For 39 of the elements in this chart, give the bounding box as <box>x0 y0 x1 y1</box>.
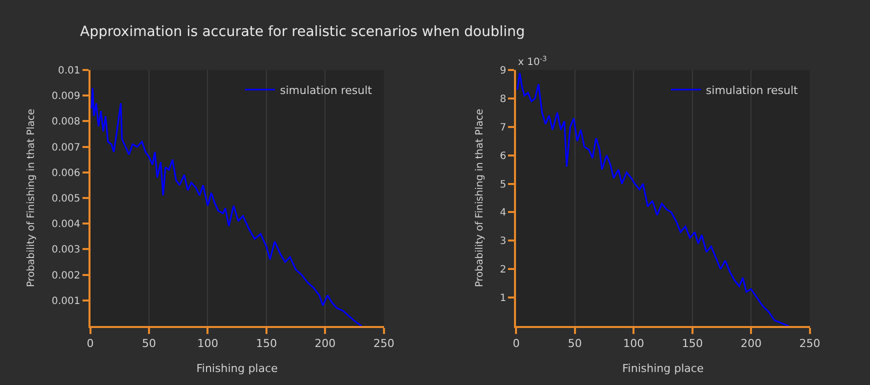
y-tick-label: 5 <box>500 179 506 190</box>
x-axis-title: Finishing place <box>196 362 278 375</box>
y-tick-label: 0.008 <box>52 116 80 128</box>
y-tick-label: 6 <box>500 150 506 162</box>
x-axis-title: Finishing place <box>622 362 704 375</box>
y-tick-label: 0.007 <box>52 142 80 154</box>
y-axis-title: Probability of Finishing in that Place <box>474 108 486 288</box>
y-axis-title: Probability of Finishing in that Place <box>26 108 38 288</box>
x-tick-label: 200 <box>314 337 336 350</box>
x-tick-label: 200 <box>740 337 762 350</box>
y-tick-label: 8 <box>500 94 506 105</box>
x-tick-label: 150 <box>682 337 703 350</box>
legend-label: simulation result <box>280 84 373 97</box>
y-tick-label: 0.009 <box>52 91 80 102</box>
y-tick-label: 0.003 <box>52 244 80 256</box>
legend-label: simulation result <box>706 84 799 97</box>
y-tick-label: 0.002 <box>52 270 80 282</box>
x-tick-label: 100 <box>197 337 218 350</box>
y-tick-label: 2 <box>500 264 506 276</box>
text: x 10$^{-3}$ <box>518 55 547 68</box>
x-tick-label: 0 <box>512 337 520 350</box>
y-tick-label: 4 <box>500 208 506 219</box>
chart-title: Approximation is accurate for realistic scenarios when doubling <box>80 24 525 40</box>
y-tick-label: 3 <box>500 236 506 248</box>
y-tick-label: 0.005 <box>52 194 80 204</box>
y-tick-label: 1 <box>500 293 506 304</box>
x-tick-label: 100 <box>623 337 644 350</box>
x-tick-label: 0 <box>86 337 94 350</box>
y-tick-label: 9 <box>500 66 506 76</box>
x-tick-label: 250 <box>373 337 394 350</box>
y-tick-label: 0.006 <box>52 168 80 179</box>
y-tick-label: 0.004 <box>52 219 80 230</box>
x-tick-label: 50 <box>142 337 156 350</box>
y-tick-label: 0.001 <box>52 296 80 307</box>
x-tick-label: 50 <box>568 337 582 350</box>
y-tick-label: 0.01 <box>58 66 80 76</box>
x-tick-label: 150 <box>256 337 277 350</box>
x-tick-label: 250 <box>799 337 820 350</box>
y-tick-label: 7 <box>500 122 506 134</box>
